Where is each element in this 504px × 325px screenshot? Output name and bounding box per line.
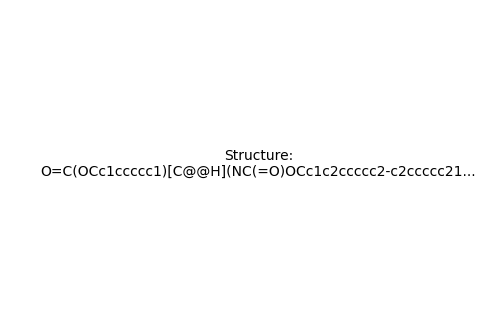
Text: Structure: O=C(OCc1ccccc1)[C@@H](NC(=O)OCc1c2ccccc2-c2ccccc21...: Structure: O=C(OCc1ccccc1)[C@@H](NC(=O)O… [40, 149, 476, 179]
